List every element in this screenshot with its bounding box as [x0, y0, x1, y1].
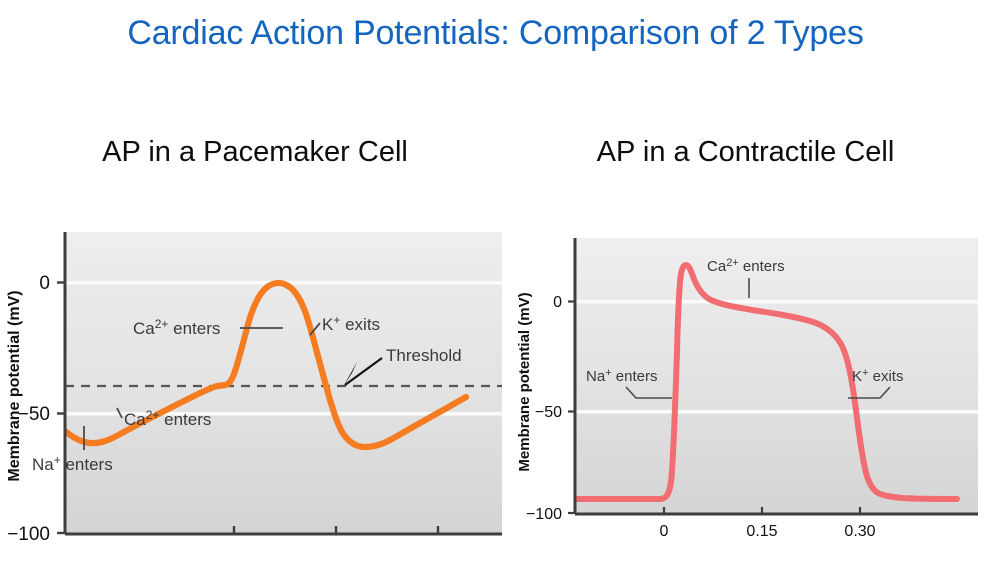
annotation-ca-enters-upstroke: Ca2+ enters [133, 317, 283, 338]
y-tick-label-n50: −50 [18, 404, 50, 425]
panel-title-pacemaker: AP in a Pacemaker Cell [102, 136, 408, 168]
svg-text:Ca2+ enters: Ca2+ enters [124, 408, 211, 429]
svg-text:K+ exits: K+ exits [852, 367, 903, 385]
annot-threshold-text: Threshold [386, 346, 462, 365]
arrowhead-icon [343, 362, 357, 387]
plot-background [65, 232, 502, 534]
y-axis-title: Membrane potential (mV) [516, 292, 533, 471]
y-tick-label-n100: −100 [7, 524, 50, 542]
trace-contractile [575, 262, 960, 502]
annotation-na-enters: Na+ enters [586, 367, 672, 399]
svg-text:Ca2+ enters: Ca2+ enters [133, 317, 220, 338]
y-axis-title: Membrane potential (mV) [6, 290, 23, 481]
trace-pacemaker [65, 279, 470, 451]
svg-text:K+ exits: K+ exits [322, 313, 380, 334]
leader-line [344, 357, 383, 386]
figure-pacemaker: 0 −50 −100 0 0.15 0.30 Time (s) Membrane… [0, 182, 510, 542]
annotation-ca-enters-prepotential: Ca2+ enters [116, 407, 211, 429]
x-tick-label-030: 0.30 [420, 541, 457, 542]
leader-line [625, 386, 672, 399]
annotation-ca-enters-plateau: Ca2+ enters [707, 257, 785, 298]
x-tick-label-015: 0.15 [746, 523, 777, 540]
annotation-threshold: Threshold [343, 346, 462, 387]
svg-text:Ca2+ enters: Ca2+ enters [707, 257, 785, 275]
x-tick-label-0: 0 [229, 541, 240, 542]
y-tick-label-n50: −50 [535, 404, 562, 421]
x-tick-label-0: 0 [660, 523, 669, 540]
plot-background [575, 238, 978, 514]
page-title: Cardiac Action Potentials: Comparison of… [127, 14, 864, 52]
svg-text:Na+ enters: Na+ enters [586, 367, 657, 385]
panel-contractile: AP in a Contractile Cell [500, 136, 991, 540]
annot-ca-text-1: Ca [133, 319, 155, 338]
gridline-0 [575, 300, 978, 304]
panel-title-contractile: AP in a Contractile Cell [596, 136, 895, 168]
x-tick-label-015: 0.15 [318, 541, 355, 542]
x-tick-label-030: 0.30 [844, 523, 875, 540]
y-tick-label-n100: −100 [526, 506, 562, 523]
annotation-k-exits: K+ exits [309, 313, 380, 336]
gridline-n50 [575, 410, 978, 414]
annotation-na-enters: Na+ enters [32, 426, 113, 474]
figure-contractile: 0 −50 −100 0 0.15 0.30 Time (sec) Membra… [500, 182, 991, 542]
leader-line [309, 322, 321, 336]
y-tick-label-0: 0 [553, 294, 562, 311]
gridline-n50 [65, 412, 502, 416]
leader-line [848, 386, 891, 399]
leader-line [116, 407, 123, 419]
annotation-k-exits: K+ exits [848, 367, 903, 399]
panel-pacemaker: AP in a Pacemaker Cell [0, 136, 510, 542]
svg-text:Na+ enters: Na+ enters [32, 453, 113, 474]
y-tick-label-0: 0 [39, 273, 50, 294]
